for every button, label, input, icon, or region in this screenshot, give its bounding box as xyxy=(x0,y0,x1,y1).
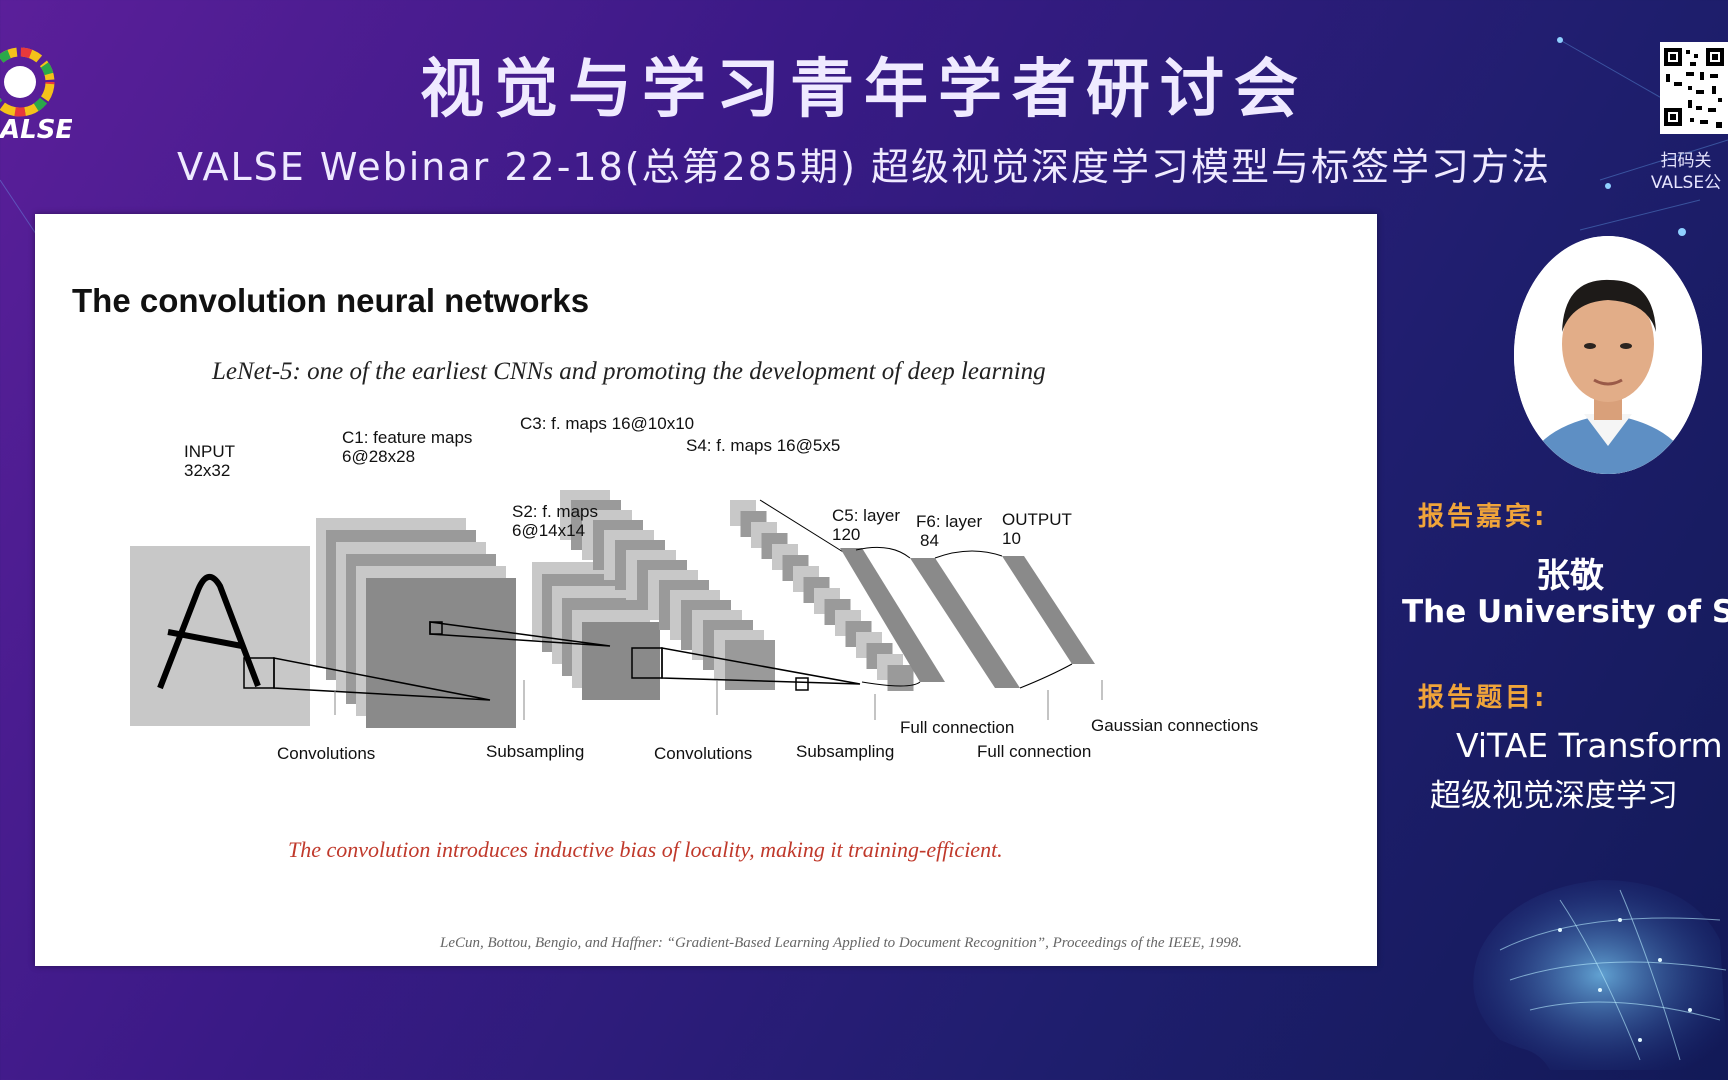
qr-caption-line2: VALSE公 xyxy=(1650,173,1722,193)
s4-feature-map xyxy=(887,665,914,691)
valse-logo-icon: ALSE xyxy=(0,47,72,145)
lenet-diagram: INPUT 32x32 C1: feature maps 6@28x28 S2:… xyxy=(120,414,1300,780)
label-output: OUTPUT 10 xyxy=(1002,510,1072,548)
op-full-connection-1: Full connection xyxy=(900,718,1015,737)
label-f6: F6: layer 84 xyxy=(916,512,983,550)
speaker-name: 张敬 xyxy=(1536,556,1604,596)
topic-title-line1: ViTAE Transform xyxy=(1456,726,1723,765)
topic-label: 报告题目: xyxy=(1418,683,1548,713)
event-title: 视觉与学习青年学者研讨会 xyxy=(420,53,1308,127)
op-full-connection-2: Full connection xyxy=(977,742,1092,761)
topic-title-line2: 超级视觉深度学习 xyxy=(1430,778,1678,814)
slide-reference: LeCun, Bottou, Bengio, and Haffner: “Gra… xyxy=(440,935,1242,951)
label-c1: C1: feature maps 6@28x28 xyxy=(342,428,473,466)
speaker-affiliation: The University of Syc xyxy=(1402,594,1728,630)
op-convolutions-1: Convolutions xyxy=(277,744,376,763)
qr-caption: 扫码关 VALSE公 xyxy=(1644,150,1728,194)
event-subtitle: VALSE Webinar 22-18(总第285期) 超级视觉深度学习模型与标… xyxy=(176,145,1552,189)
brain-network-decoration xyxy=(1473,880,1728,1070)
speaker-avatar xyxy=(1514,236,1702,474)
op-convolutions-2: Convolutions xyxy=(654,744,753,763)
label-c3: C3: f. maps 16@10x10 xyxy=(520,414,695,433)
slide-note: The convolution introduces inductive bia… xyxy=(288,837,1003,862)
slide-subtitle: LeNet-5: one of the earliest CNNs and pr… xyxy=(212,358,1046,385)
lenet-architecture-graphic xyxy=(130,490,1103,728)
qr-code-icon[interactable] xyxy=(1660,42,1728,134)
label-s4: S4: f. maps 16@5x5 xyxy=(686,436,841,455)
op-subsampling-2: Subsampling xyxy=(796,742,895,761)
label-s2: S2: f. maps 6@14x14 xyxy=(512,502,598,540)
label-input: INPUT 32x32 xyxy=(184,442,235,480)
label-c5: C5: layer 120 xyxy=(832,506,901,544)
speaker-label: 报告嘉宾: xyxy=(1418,502,1548,532)
logo-text: ALSE xyxy=(0,115,72,145)
op-gaussian-connections: Gaussian connections xyxy=(1091,716,1259,735)
op-subsampling-1: Subsampling xyxy=(486,742,585,761)
slide-title: The convolution neural networks xyxy=(72,282,590,319)
qr-caption-line1: 扫码关 xyxy=(1660,151,1712,171)
c3-feature-map xyxy=(725,640,775,690)
